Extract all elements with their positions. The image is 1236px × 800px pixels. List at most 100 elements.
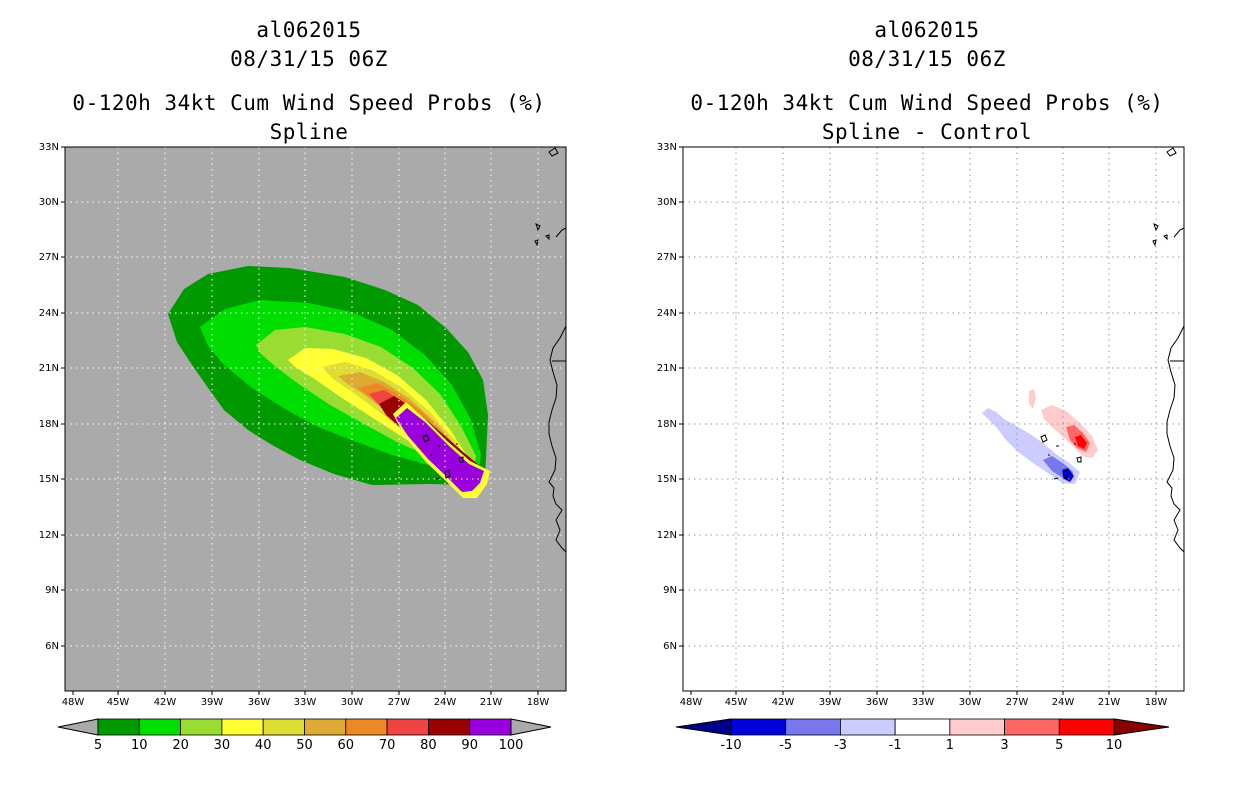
colorbar-label: 30 xyxy=(214,738,231,753)
colorbar-label: 40 xyxy=(255,738,272,753)
colorbar-label: 80 xyxy=(420,738,437,753)
lat-label: 24N xyxy=(657,308,677,319)
left-coastlines xyxy=(422,147,567,553)
colorbar-segment xyxy=(840,718,896,736)
left-title-datetime: 08/31/15 06Z xyxy=(230,47,388,71)
right-title-product: 0-120h 34kt Cum Wind Speed Probs (%) xyxy=(690,91,1164,115)
right-map-background xyxy=(683,147,1184,691)
colorbar-label: 3 xyxy=(1000,738,1008,753)
right-title-method: Spline - Control xyxy=(821,120,1033,144)
colorbar-left-arrow xyxy=(675,718,732,736)
colorbar-label: 20 xyxy=(172,738,189,753)
lon-label: 45W xyxy=(107,697,130,708)
colorbar-label: 10 xyxy=(131,738,148,753)
lon-label: 18W xyxy=(1145,697,1168,708)
left-map-panel: 33N 30N 27N 24N 21N 18N 15N 12N 9N 6N 48W 45W 42W 39… xyxy=(39,142,567,708)
left-map-frame xyxy=(64,146,567,692)
lon-label: 18W xyxy=(527,697,550,708)
colorbar-label: -5 xyxy=(779,738,792,753)
right-map-panel: 33N 30N 27N 24N 21N 18N 15N 12N 9N 6N 48W 45W 42W 39… xyxy=(657,142,1185,708)
contour-90 xyxy=(396,408,484,492)
colorbar-label: 60 xyxy=(338,738,355,753)
lat-label: 6N xyxy=(45,641,59,652)
lon-label: 39W xyxy=(819,697,842,708)
right-gridlines xyxy=(683,147,1184,691)
lat-label: 30N xyxy=(657,197,677,208)
right-axis-labels: 33N 30N 27N 24N 21N 18N 15N 12N 9N 6N 48W 45W 42W 39… xyxy=(657,142,1168,708)
lon-label: 30W xyxy=(341,697,364,708)
lat-label: 27N xyxy=(657,252,677,263)
colorbar-segment xyxy=(138,718,182,736)
lat-label: 9N xyxy=(45,585,59,596)
colorbar-label: 5 xyxy=(94,738,102,753)
lat-label: 9N xyxy=(663,585,677,596)
lat-label: 21N xyxy=(657,363,677,374)
colorbar-segment xyxy=(427,718,471,736)
left-title-storm-id: al062015 xyxy=(256,18,362,42)
lat-label: 18N xyxy=(39,419,59,430)
lat-label: 24N xyxy=(39,308,59,319)
lon-label: 27W xyxy=(388,697,411,708)
colorbar-segment xyxy=(949,718,1005,736)
lat-label: 33N xyxy=(39,142,59,153)
colorbar-segment xyxy=(345,718,388,736)
left-title-method: Spline xyxy=(269,120,349,144)
colorbar-segment xyxy=(180,718,223,736)
colorbar-segment xyxy=(1004,718,1060,736)
lon-label: 33W xyxy=(912,697,935,708)
left-probability-contours xyxy=(168,266,490,498)
diff-pos-dark xyxy=(1075,435,1087,449)
lat-label: 21N xyxy=(39,363,59,374)
colorbar-label: -10 xyxy=(720,738,741,753)
colorbar-segment xyxy=(97,718,140,736)
colorbar-label: 50 xyxy=(296,738,313,753)
left-colorbar: 5 10 20 30 40 50 60 70 80 90 100 xyxy=(57,718,552,753)
lon-label: 36W xyxy=(866,697,889,708)
lon-label: 27W xyxy=(1006,697,1029,708)
colorbar-right-arrow xyxy=(510,718,552,736)
right-title-storm-id: al062015 xyxy=(874,18,980,42)
lat-label: 27N xyxy=(39,252,59,263)
lat-label: 12N xyxy=(657,530,677,541)
lon-label: 42W xyxy=(772,697,795,708)
lon-label: 21W xyxy=(480,697,503,708)
right-colorbar: -10 -5 -3 -1 1 3 5 10 xyxy=(675,718,1170,753)
lat-label: 33N xyxy=(657,142,677,153)
colorbar-segment xyxy=(785,718,841,736)
colorbar-right-arrow xyxy=(1113,718,1170,736)
lon-label: 42W xyxy=(154,697,177,708)
left-axis-labels: 33N 30N 27N 24N 21N 18N 15N 12N 9N 6N 48W 45W 42W 39… xyxy=(39,142,550,708)
lat-label: 15N xyxy=(39,474,59,485)
lon-label: 24W xyxy=(434,697,457,708)
colorbar-label: 10 xyxy=(1106,738,1123,753)
colorbar-segment xyxy=(894,718,951,736)
colorbar-left-arrow xyxy=(57,718,99,736)
lon-label: 39W xyxy=(201,697,224,708)
left-title-product: 0-120h 34kt Cum Wind Speed Probs (%) xyxy=(72,91,546,115)
colorbar-segment xyxy=(469,718,512,736)
colorbar-segment xyxy=(1058,718,1115,736)
colorbar-segment xyxy=(262,718,305,736)
left-gridlines xyxy=(65,147,566,691)
colorbar-label: 1 xyxy=(946,738,954,753)
lon-label: 30W xyxy=(959,697,982,708)
colorbar-segment xyxy=(221,718,264,736)
colorbar-label: -3 xyxy=(834,738,847,753)
lon-label: 45W xyxy=(725,697,748,708)
colorbar-segment xyxy=(386,718,429,736)
right-title-datetime: 08/31/15 06Z xyxy=(848,47,1006,71)
lat-label: 12N xyxy=(39,530,59,541)
colorbar-segment xyxy=(304,718,347,736)
lon-label: 33W xyxy=(294,697,317,708)
lat-label: 30N xyxy=(39,197,59,208)
lat-label: 18N xyxy=(657,419,677,430)
right-coastlines xyxy=(1040,147,1185,553)
colorbar-label: 70 xyxy=(379,738,396,753)
colorbar-label: -1 xyxy=(889,738,902,753)
lon-label: 21W xyxy=(1098,697,1121,708)
lon-label: 36W xyxy=(248,697,271,708)
colorbar-label: 5 xyxy=(1055,738,1063,753)
colorbar-label: 100 xyxy=(499,738,524,753)
lat-label: 15N xyxy=(657,474,677,485)
